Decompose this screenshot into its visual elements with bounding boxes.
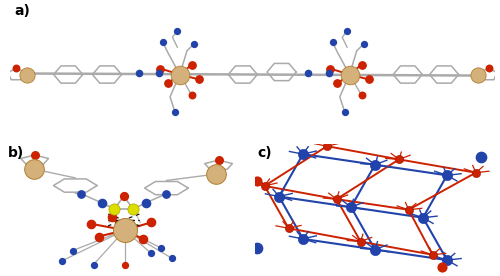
Point: [95, 234, 103, 239]
Point: [157, 246, 165, 250]
Point: [443, 258, 451, 262]
Point: [12, 66, 20, 70]
Point: [404, 208, 412, 212]
Point: [156, 66, 164, 71]
Point: [174, 29, 182, 33]
Point: [254, 246, 262, 250]
Point: [23, 72, 31, 77]
Point: [299, 237, 307, 241]
Point: [171, 110, 179, 114]
Point: [299, 152, 307, 156]
Point: [334, 81, 342, 86]
Point: [190, 41, 198, 46]
Point: [58, 259, 66, 263]
Point: [428, 253, 436, 257]
Point: [110, 207, 118, 211]
Point: [195, 77, 203, 82]
Text: c): c): [258, 146, 272, 160]
Point: [443, 173, 451, 177]
Point: [30, 167, 38, 171]
Point: [343, 29, 351, 33]
Point: [326, 66, 334, 71]
Point: [356, 239, 364, 244]
Point: [188, 93, 196, 98]
Point: [275, 194, 283, 199]
Point: [346, 72, 354, 77]
Point: [98, 201, 106, 205]
Point: [476, 155, 484, 159]
Point: [164, 81, 172, 86]
Point: [484, 66, 492, 70]
Point: [365, 77, 373, 82]
Point: [121, 228, 129, 232]
Point: [147, 251, 155, 255]
Point: [472, 171, 480, 175]
Point: [284, 226, 292, 230]
Point: [474, 72, 482, 77]
Point: [371, 163, 379, 167]
Point: [304, 70, 312, 75]
Point: [30, 153, 38, 157]
Point: [142, 201, 150, 205]
Point: [87, 222, 95, 226]
Point: [156, 70, 164, 75]
Point: [254, 178, 262, 183]
Point: [438, 264, 446, 269]
Point: [260, 184, 268, 188]
Point: [176, 72, 184, 77]
Point: [358, 62, 366, 67]
Point: [129, 207, 137, 211]
Point: [68, 248, 76, 253]
Text: b): b): [8, 146, 24, 160]
Point: [347, 205, 355, 209]
Point: [419, 216, 427, 220]
Point: [108, 215, 116, 220]
Point: [121, 263, 129, 267]
Point: [325, 70, 333, 75]
Point: [323, 144, 331, 148]
Point: [77, 192, 85, 196]
Point: [168, 256, 175, 260]
Point: [328, 40, 336, 44]
Point: [358, 93, 366, 98]
Point: [162, 192, 170, 196]
Point: [214, 158, 222, 162]
Point: [188, 62, 196, 67]
Point: [90, 262, 98, 267]
Point: [147, 220, 155, 225]
Point: [360, 41, 368, 46]
Point: [139, 237, 147, 241]
Point: [212, 172, 220, 176]
Point: [332, 197, 340, 201]
Point: [395, 157, 403, 162]
Text: a): a): [15, 4, 30, 18]
Point: [134, 70, 142, 75]
Point: [371, 247, 379, 252]
Point: [340, 110, 348, 114]
Point: [120, 194, 128, 198]
Point: [159, 40, 167, 44]
